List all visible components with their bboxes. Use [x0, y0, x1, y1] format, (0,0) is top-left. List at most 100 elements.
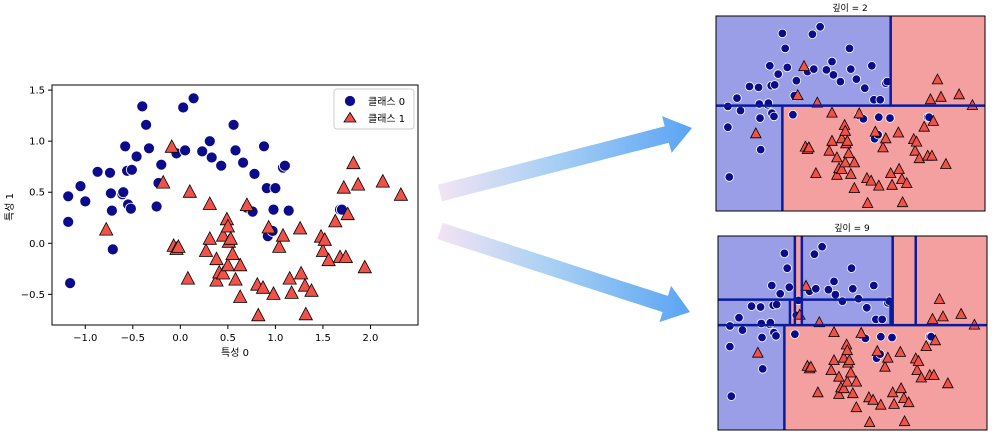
class-0-point — [196, 145, 209, 158]
class-1-point — [828, 325, 840, 338]
class-1-point — [198, 243, 214, 257]
class-1-point — [909, 144, 922, 156]
class-1-point — [155, 174, 171, 189]
class-1-point — [751, 346, 764, 358]
class-1-point — [915, 371, 928, 383]
x-axis-label: 특성 0 — [221, 347, 249, 359]
class-0-point — [769, 111, 779, 122]
class-1-point — [896, 195, 909, 208]
class-0-point — [823, 285, 834, 295]
depth-9-split-lines — [718, 236, 987, 430]
class-0-point — [780, 43, 790, 54]
class-1-point — [874, 398, 887, 410]
class-1-point — [879, 132, 892, 144]
class-0-point — [772, 299, 782, 310]
y-tick-label: 1.5 — [29, 86, 45, 97]
class-0-point — [771, 331, 781, 341]
class-1-point — [877, 141, 889, 153]
class-1-point — [350, 176, 366, 191]
class-0-point — [784, 282, 795, 292]
y-tick-label: 0.0 — [29, 239, 45, 250]
class-1-point — [298, 306, 314, 321]
class-0-point — [724, 172, 735, 182]
class-1-point — [220, 218, 236, 233]
class-1-point — [855, 326, 868, 338]
legend-label-class-0: 클래스 0 — [368, 96, 405, 108]
region-class-1 — [790, 299, 795, 326]
class-0-point — [119, 140, 132, 153]
class-0-point — [885, 113, 895, 123]
class-0-point — [754, 99, 765, 109]
class-0-point — [874, 112, 884, 122]
class-1-point — [215, 227, 231, 242]
class-0-point — [809, 64, 819, 74]
arrow-to-depth-2 — [437, 116, 692, 202]
class-0-point — [737, 325, 748, 335]
legend-marker-class-1 — [343, 111, 357, 123]
class-1-point — [884, 166, 897, 179]
class-0-point — [765, 61, 775, 71]
class-0-point — [756, 318, 767, 329]
class-0-point — [788, 109, 798, 120]
class-0-point — [860, 83, 870, 93]
class-0-point — [877, 314, 887, 325]
class-1-point — [164, 139, 180, 153]
class-1-point — [202, 196, 218, 210]
class-0-point — [136, 100, 149, 113]
class-1-point — [924, 93, 937, 105]
class-0-point — [79, 195, 92, 208]
class-1-point — [953, 88, 966, 100]
class-0-point — [205, 151, 218, 164]
class-0-point — [105, 187, 117, 200]
class-1-point — [918, 120, 931, 132]
class-1-point — [304, 283, 319, 297]
class-1-point — [282, 270, 297, 285]
class-0-point — [887, 332, 897, 343]
legend-label-class-1: 클래스 1 — [368, 113, 405, 125]
class-0-point — [848, 284, 858, 294]
depth-2-panel: 깊이 = 2 — [715, 2, 986, 212]
class-0-point — [91, 165, 104, 178]
region-class-1 — [782, 105, 985, 211]
class-1-point — [825, 363, 838, 376]
class-0-point — [835, 76, 846, 87]
class-0-point — [735, 105, 746, 116]
class-0-point — [875, 95, 885, 105]
region-class-1 — [892, 236, 916, 326]
class-1-point — [328, 213, 343, 228]
class-0-point — [811, 284, 821, 294]
class-1-point — [202, 230, 218, 245]
x-tick-label: −0.5 — [121, 333, 145, 344]
class-1-point — [805, 360, 817, 372]
class-0-point — [62, 215, 75, 228]
class-1-point — [850, 400, 863, 413]
class-1-point — [826, 134, 838, 146]
class-1-point — [823, 144, 836, 156]
class-1-point — [850, 375, 863, 387]
class-1-point — [315, 243, 331, 257]
region-class-1 — [794, 236, 802, 326]
class-1-point — [228, 271, 243, 286]
y-axis-label: 특성 1 — [4, 193, 16, 221]
class-1-point — [867, 393, 879, 405]
class-0-point — [734, 313, 744, 323]
class-1-point — [297, 277, 313, 292]
class-1-point — [839, 124, 852, 136]
class-1-point — [261, 219, 276, 234]
class-0-point — [758, 364, 768, 374]
class-0-point — [732, 93, 742, 103]
class-0-point — [106, 243, 119, 256]
class-1-point — [182, 183, 198, 198]
class-0-point — [757, 332, 767, 343]
class-0-point — [844, 43, 855, 54]
class-0-point — [790, 329, 800, 339]
class-0-point — [229, 144, 242, 157]
class-1-point — [839, 156, 852, 168]
class-0-point — [767, 280, 777, 291]
class-0-point — [187, 92, 200, 105]
class-0-point — [770, 80, 780, 90]
class-0-point — [828, 70, 839, 80]
class-1-point — [749, 127, 762, 139]
class-1-point — [842, 147, 855, 159]
class-1-point — [346, 155, 361, 170]
